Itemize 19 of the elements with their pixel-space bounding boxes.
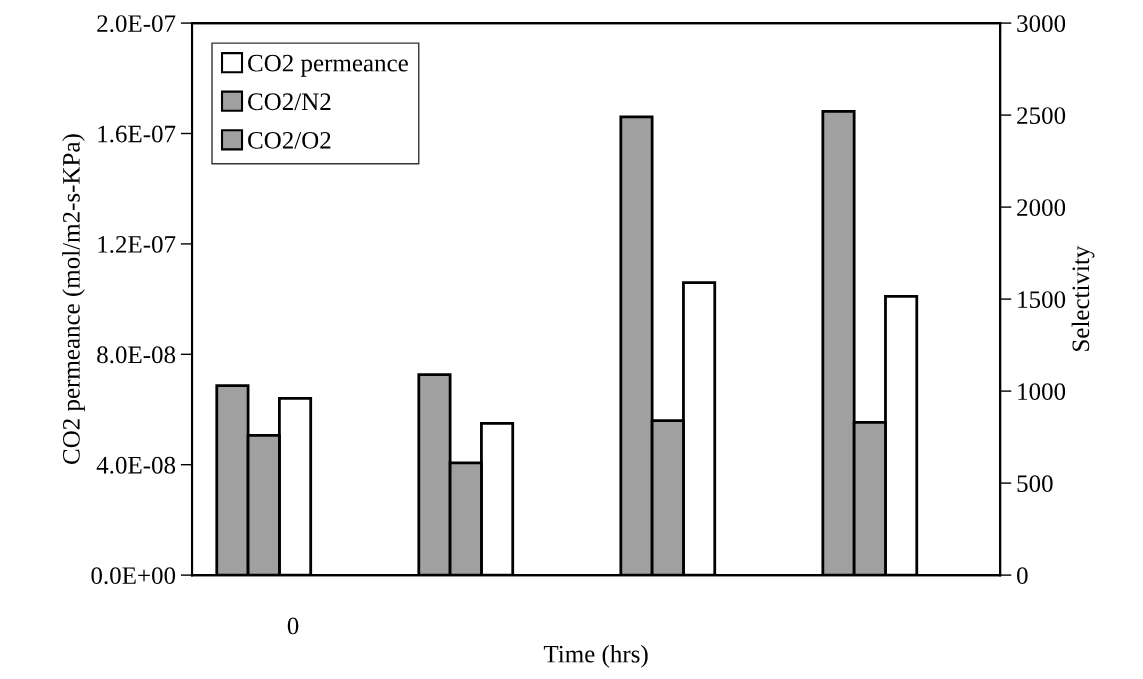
y2-tick-label: 2000 xyxy=(1017,199,1066,217)
y2-tick-label: 1000 xyxy=(1018,383,1066,401)
y2-tick-label: 500 xyxy=(1017,475,1053,493)
y-tick-label: 8.0E-08 xyxy=(97,346,176,364)
y2-axis-title: Selectivity xyxy=(1071,245,1095,351)
y-tick-label: 2.0E-07 xyxy=(97,15,176,33)
y2-tick-label: 3000 xyxy=(1017,15,1066,33)
legend-label: CO2/O2 xyxy=(248,131,331,149)
y2-tick-label: 1500 xyxy=(1018,291,1066,309)
legend-label: CO2 permeance xyxy=(248,54,408,77)
y2-tick-label: 2500 xyxy=(1017,107,1066,125)
x-axis-title: Time (hrs) xyxy=(543,645,648,668)
y-tick-label: 4.0E-08 xyxy=(96,456,176,474)
y-tick-label: 0.0E+00 xyxy=(91,567,176,585)
y2-tick-label: 0 xyxy=(1017,567,1028,585)
y-tick-label: 1.6E-07 xyxy=(98,125,176,143)
y-tick-label: 1.2E-07 xyxy=(98,235,176,253)
legend-label: CO2/N2 xyxy=(248,93,331,111)
y-axis-title: CO2 permeance (mol/m2-s-KPa) xyxy=(62,134,85,464)
